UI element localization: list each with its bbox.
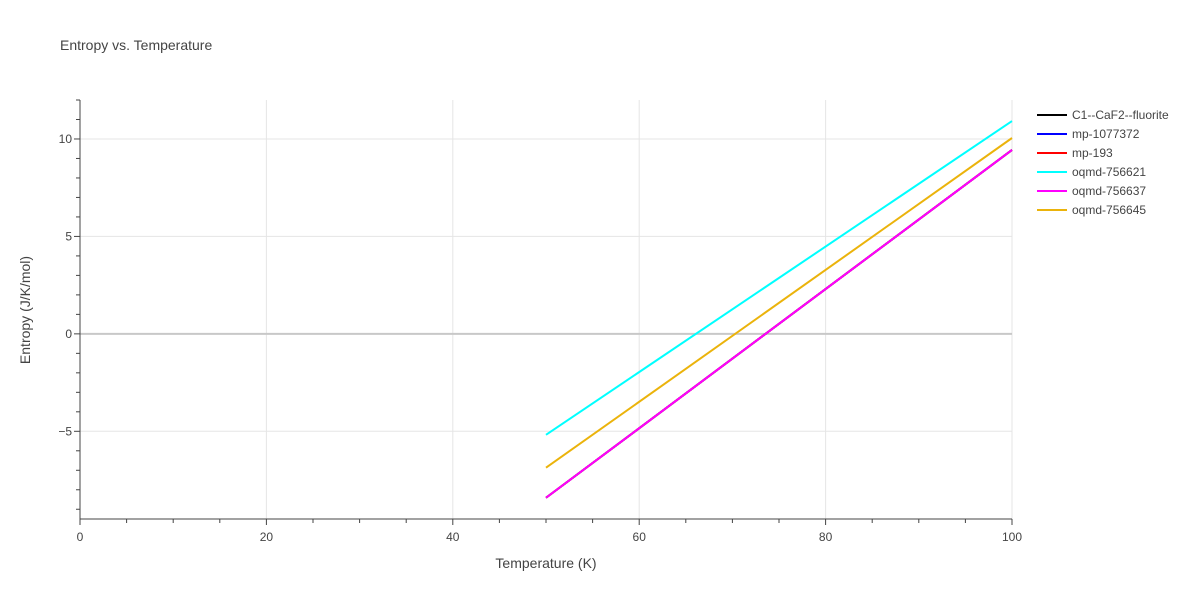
x-tick-label: 60 — [633, 530, 647, 544]
y-tick-label: 5 — [65, 229, 72, 243]
chart-title: Entropy vs. Temperature — [60, 37, 212, 53]
legend-label: oqmd-756637 — [1072, 184, 1146, 198]
y-tick-label: −5 — [58, 424, 72, 438]
y-axis-label: Entropy (J/K/mol) — [17, 256, 33, 364]
axes: 0 20 40 60 80 100 −5 0 5 10 — [58, 99, 1022, 544]
legend-label: mp-193 — [1072, 146, 1113, 160]
x-tick-label: 100 — [1002, 530, 1022, 544]
legend-label: C1--CaF2--fluorite — [1072, 108, 1169, 122]
grid — [80, 100, 1013, 519]
y-tick-label: 10 — [59, 132, 73, 146]
x-axis-label: Temperature (K) — [495, 555, 596, 571]
legend-label: oqmd-756645 — [1072, 203, 1146, 217]
series-line-oqmd-756637 — [545, 149, 1013, 499]
series-lines — [545, 120, 1013, 499]
x-tick-label: 0 — [77, 530, 84, 544]
legend: C1--CaF2--fluorite mp-1077372 mp-193 oqmd-7… — [1037, 108, 1169, 217]
x-tick-label: 40 — [446, 530, 460, 544]
x-tick-label: 80 — [819, 530, 833, 544]
series-line-oqmd-756645 — [545, 137, 1013, 469]
legend-label: oqmd-756621 — [1072, 165, 1146, 179]
x-tick-label: 20 — [260, 530, 274, 544]
legend-label: mp-1077372 — [1072, 127, 1140, 141]
y-tick-label: 0 — [65, 327, 72, 341]
series-line-oqmd-756621 — [545, 120, 1013, 436]
